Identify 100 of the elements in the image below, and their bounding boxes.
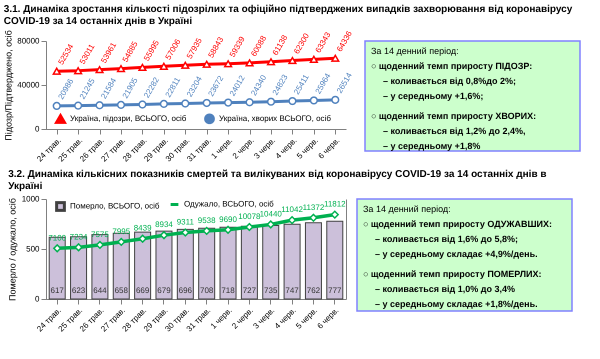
x-tick-label: 6 черв. <box>316 136 342 161</box>
point <box>330 210 339 219</box>
point <box>266 58 276 66</box>
point <box>181 99 190 108</box>
data-label: 727 <box>242 286 257 295</box>
point <box>245 59 254 67</box>
text: – коливається від 1,2% до 2,4%, <box>383 126 526 136</box>
y-axis-title: Підозр/Підтверджено, осіб <box>3 30 14 141</box>
bar <box>326 220 344 300</box>
data-label: 658 <box>114 286 128 295</box>
legend-label: Одужало, ВСЬОГО, осіб <box>184 200 274 208</box>
data-label: 735 <box>264 286 278 295</box>
bar <box>284 224 301 300</box>
data-label: 9690 <box>219 214 238 224</box>
bar <box>262 225 280 300</box>
data-label: 11372 <box>302 202 325 212</box>
point <box>310 96 318 105</box>
bar <box>134 232 152 300</box>
bar <box>155 230 172 300</box>
data-label: 679 <box>157 286 172 295</box>
legend-label: Україна, підозри, ВСЬОГО, осіб <box>70 114 187 124</box>
text: – у середньому +1,6%; <box>383 91 484 101</box>
x-tick-label: 3 черв. <box>251 306 276 331</box>
point <box>74 67 82 74</box>
text: ○ щоденний темп приросту ОДУЖАВШИХ: <box>363 219 552 229</box>
data-label: 718 <box>221 286 236 295</box>
text: – у середньому складає +4,9%/день. <box>375 249 538 259</box>
text: За 14 денний період: <box>371 46 459 56</box>
point <box>288 56 297 64</box>
data-label: 747 <box>285 286 300 295</box>
data-label: 10440 <box>260 209 282 218</box>
point <box>138 100 147 109</box>
bar <box>240 226 258 300</box>
point <box>181 228 190 237</box>
point <box>202 60 211 68</box>
data-label: 9311 <box>176 217 194 226</box>
point <box>52 102 61 110</box>
point <box>181 62 190 69</box>
point <box>331 54 340 62</box>
y-tick-label: 80000 <box>17 36 40 46</box>
bar <box>304 222 322 300</box>
point <box>53 244 62 252</box>
y-tick-label: 500 <box>26 244 40 254</box>
data-label: 617 <box>50 286 64 295</box>
legend-label: Україна, хворих ВСЬОГО, осіб <box>219 114 332 123</box>
point <box>138 234 147 243</box>
point <box>245 222 254 232</box>
bar <box>220 226 237 300</box>
point <box>310 56 318 63</box>
y-tick-label: 40000 <box>17 80 40 90</box>
point <box>160 62 168 70</box>
text: – коливається від 1,0% до 3,4% <box>375 284 515 294</box>
data-label: 9538 <box>198 216 216 225</box>
chart-title: 3.1. Динаміка зростання кількості підозрілих та офіційно підтверджених випадків захворювання від коронавірусу COVID-19 за 14 останніх днів в Україні <box>4 4 573 27</box>
data-label: 708 <box>200 286 214 295</box>
point <box>160 100 168 108</box>
y-tick-label: 0 <box>35 124 40 134</box>
point <box>266 220 275 229</box>
x-tick-label: 6 черв. <box>316 306 340 331</box>
text: За 14 денний період: <box>363 204 451 214</box>
point <box>331 96 340 104</box>
point <box>138 64 147 72</box>
point <box>116 64 126 72</box>
bar <box>48 236 66 300</box>
text: – у середньому +1,8% <box>383 141 480 151</box>
data-label: 669 <box>136 286 150 295</box>
y-tick-label: 0 <box>35 294 40 304</box>
point <box>117 238 126 246</box>
legend-label: Померло, ВСЬОГО, осіб <box>70 202 160 210</box>
text: – коливається від 1,6% до 5,8%; <box>375 234 518 244</box>
y-tick-label: 1000 <box>22 194 40 204</box>
data-label: 11042 <box>281 205 304 214</box>
point <box>95 101 104 110</box>
point <box>224 60 232 68</box>
point <box>288 96 297 106</box>
point <box>52 68 61 75</box>
point <box>202 226 211 235</box>
point <box>95 66 104 74</box>
point <box>202 98 211 108</box>
data-label: 11812 <box>324 200 346 209</box>
data-label: 10078 <box>238 212 262 222</box>
point <box>116 100 126 109</box>
data-label: 777 <box>328 286 342 295</box>
point <box>224 98 232 107</box>
data-label: 8934 <box>155 220 174 230</box>
data-label: 623 <box>72 286 86 295</box>
text: – коливається від 0,8%до 2%; <box>383 76 516 86</box>
point <box>74 102 82 110</box>
chart-title: 3.2. Динаміка кількісних показників смертей та вилікуваних від коронавірусу COVID-19 за 14 останніх днів в Україні <box>8 169 547 192</box>
data-label: 696 <box>178 286 193 295</box>
point <box>266 98 276 106</box>
data-label: 644 <box>93 286 108 295</box>
data-label: 8439 <box>134 224 152 233</box>
text: ○ щоденний темп приросту ПОМЕРЛИХ: <box>363 269 542 279</box>
text: – у середньому складає +1,8%/день. <box>375 299 538 309</box>
data-label: 762 <box>306 286 321 295</box>
point <box>245 98 254 106</box>
y-axis-title: Померло / одужало, осіб <box>8 198 18 301</box>
text: ○ щоденний темп приросту ХВОРИХ: <box>371 111 536 121</box>
bar <box>112 232 130 300</box>
